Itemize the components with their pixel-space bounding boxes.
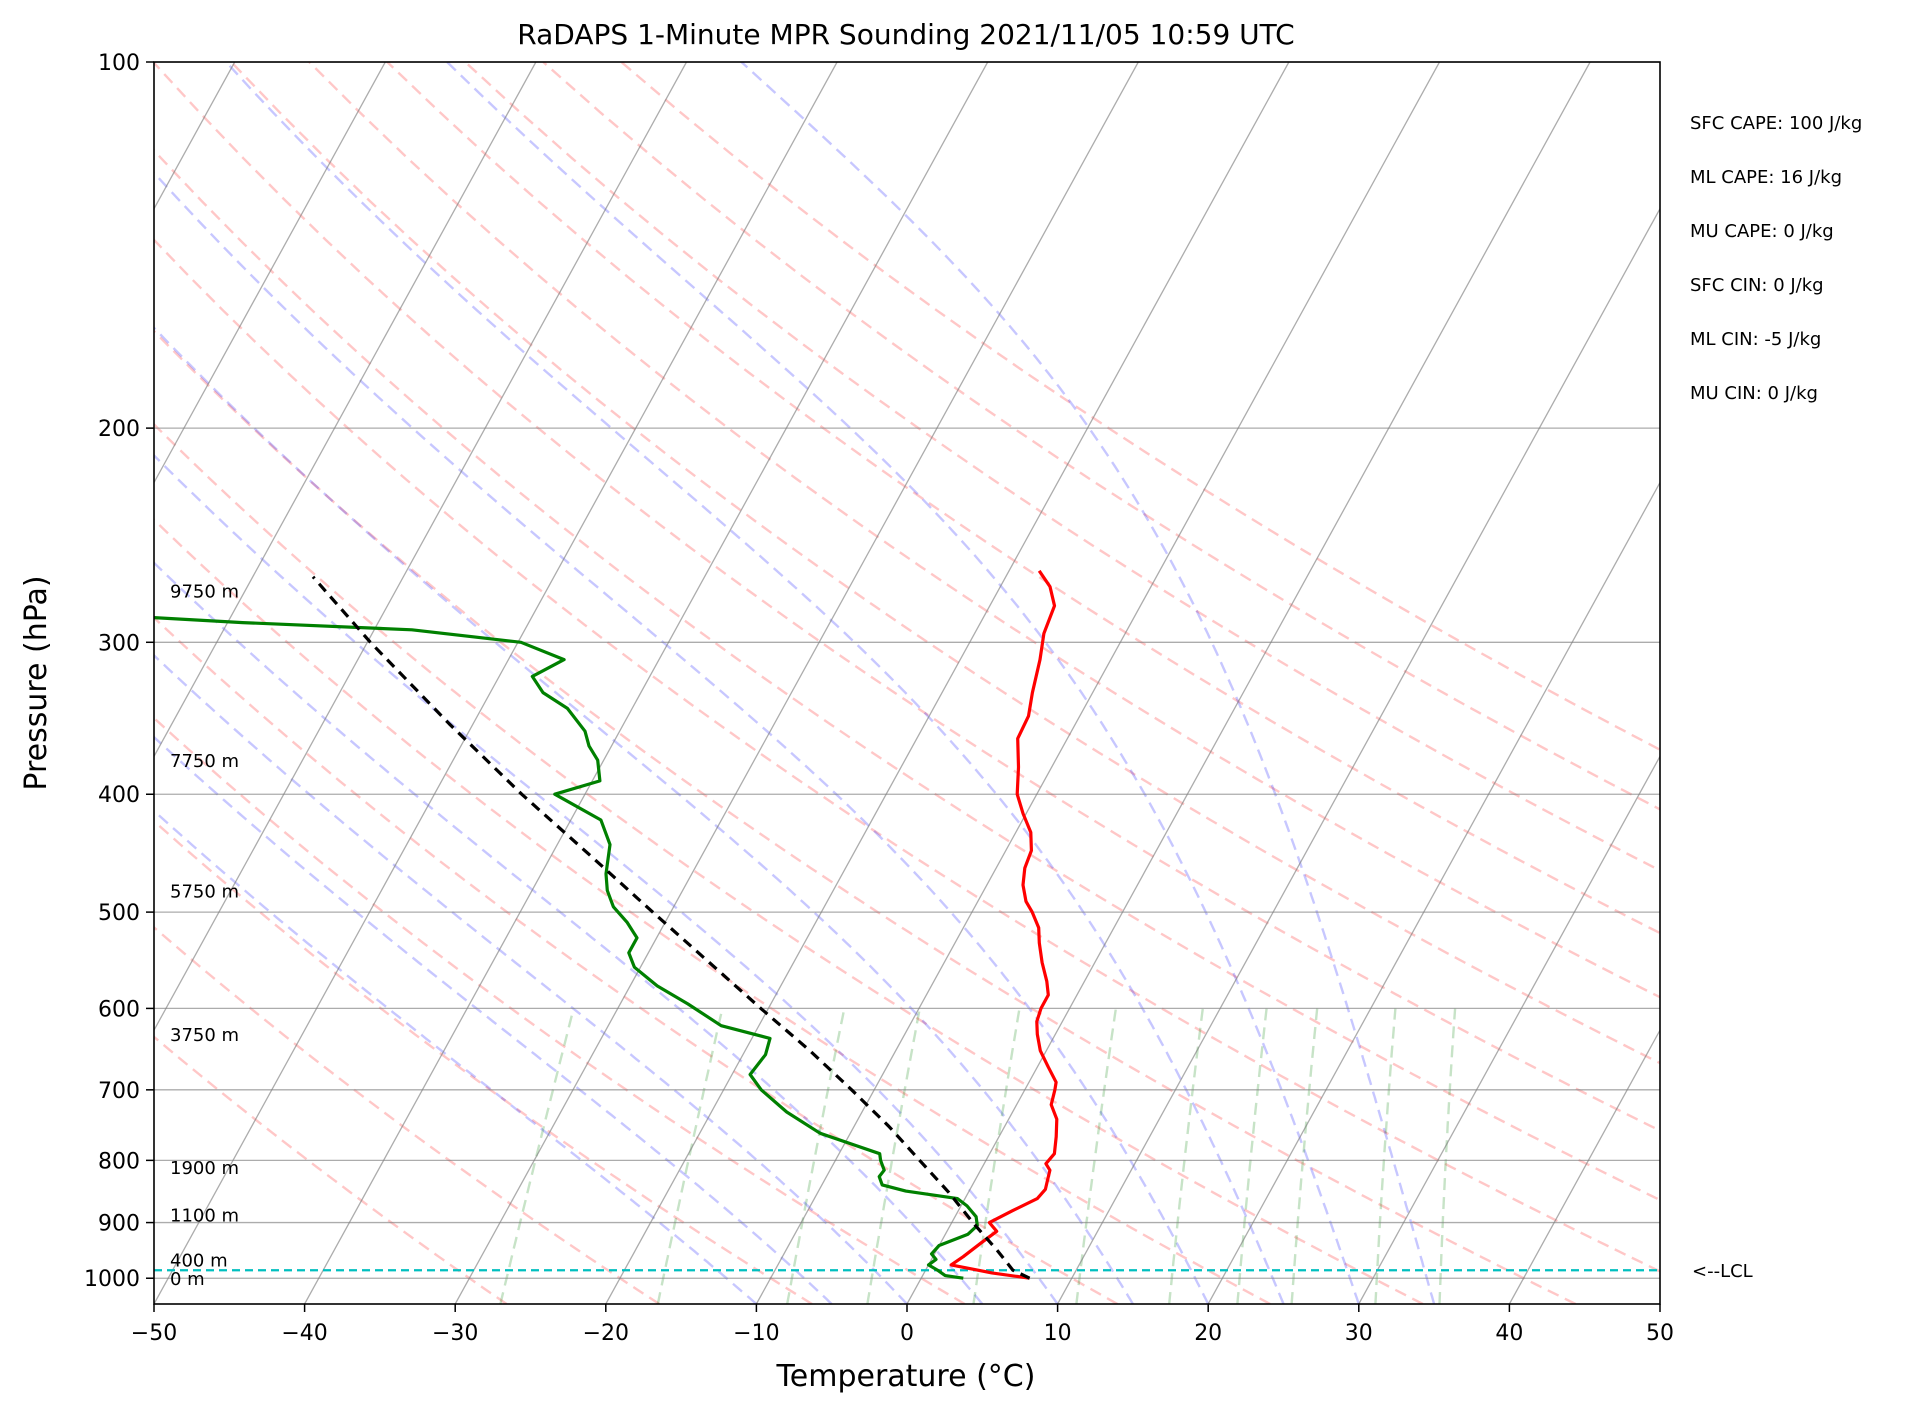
dry-adiabat xyxy=(542,62,1660,811)
height-label: 1900 m xyxy=(170,1158,239,1179)
moist-adiabat xyxy=(154,326,1134,1304)
plot-area-grid xyxy=(154,62,1911,1304)
isotherm xyxy=(1358,755,1660,1304)
x-tick-label: 50 xyxy=(1646,1321,1674,1346)
isotherm xyxy=(154,62,838,1304)
isotherm xyxy=(154,62,537,758)
x-tick-label: −30 xyxy=(432,1321,478,1346)
dry-adiabat xyxy=(154,616,1119,1304)
x-tick-label: 30 xyxy=(1345,1321,1373,1346)
mixing-ratio-line xyxy=(1290,1008,1319,1304)
x-tick-label: 0 xyxy=(900,1321,914,1346)
plot-area-data xyxy=(154,569,1660,1280)
dry-adiabat xyxy=(154,716,966,1304)
height-label: 400 m xyxy=(170,1250,228,1271)
x-tick-label: −50 xyxy=(131,1321,177,1346)
mixing-ratio-line xyxy=(786,1008,846,1304)
y-tick-label: 1000 xyxy=(84,1267,140,1292)
dry-adiabat xyxy=(154,238,1660,1273)
moist-adiabat xyxy=(740,62,1436,1304)
isotherm xyxy=(755,62,1441,1304)
isotherm xyxy=(154,62,688,1032)
y-tick-label: 400 xyxy=(98,783,140,808)
index-label: SFC CIN: 0 J/kg xyxy=(1690,275,1824,296)
height-label: 0 m xyxy=(170,1269,205,1290)
dry-adiabat xyxy=(620,62,1660,752)
height-label: 1100 m xyxy=(170,1205,239,1226)
x-tick-label: −40 xyxy=(281,1321,327,1346)
dewpoint-profile xyxy=(154,616,979,1280)
height-label: 7750 m xyxy=(170,751,239,772)
isotherm xyxy=(605,62,1290,1304)
dry-adiabat xyxy=(154,329,1577,1304)
y-tick-label: 900 xyxy=(98,1212,140,1237)
isotherm xyxy=(1811,62,1911,1304)
index-label: MU CIN: 0 J/kg xyxy=(1690,383,1818,404)
isotherm xyxy=(454,62,1139,1304)
parcel-profile xyxy=(311,575,1031,1280)
moist-adiabat xyxy=(154,653,908,1304)
isotherm xyxy=(154,62,386,484)
dry-adiabat xyxy=(154,819,813,1304)
dry-adiabat xyxy=(154,1035,508,1304)
isotherm xyxy=(1508,1028,1660,1304)
x-tick-label: 20 xyxy=(1194,1321,1222,1346)
dry-adiabat xyxy=(154,925,660,1304)
isotherm xyxy=(1659,1302,1660,1304)
axes: −50 −40 −30 −20 −10 0 10 20 30 40 50 100 200 300 400 50… xyxy=(84,51,1674,1346)
height-label: 5750 m xyxy=(170,882,239,903)
chart-title: RaDAPS 1-Minute MPR Sounding 2021/11/05 … xyxy=(517,18,1294,51)
plot-frame xyxy=(153,61,1661,1305)
temperature-profile xyxy=(949,569,1059,1280)
moist-adiabat xyxy=(225,62,1285,1304)
moist-adiabat xyxy=(154,453,1059,1304)
moist-adiabat xyxy=(154,735,833,1304)
mixing-ratio-line xyxy=(1438,1008,1457,1304)
y-tick-label: 700 xyxy=(98,1079,140,1104)
x-tick-label: 40 xyxy=(1495,1321,1523,1346)
mixing-ratio-line xyxy=(1075,1008,1118,1304)
mixing-ratio-line xyxy=(499,1008,575,1304)
dry-adiabat xyxy=(154,518,1271,1304)
x-tick-label: 10 xyxy=(1044,1321,1072,1346)
height-label: 9750 m xyxy=(170,582,239,603)
dry-adiabat xyxy=(308,62,1660,999)
dry-adiabat xyxy=(154,148,1660,1202)
x-axis-label: Temperature (°C) xyxy=(776,1359,1036,1394)
mixing-ratio-line xyxy=(656,1008,724,1304)
dry-adiabat xyxy=(464,62,1660,872)
moist-adiabat xyxy=(154,561,984,1304)
mixing-ratio-line xyxy=(1168,1008,1204,1304)
isotherm xyxy=(1207,481,1660,1304)
mixing-ratio-line xyxy=(972,1008,1021,1304)
index-label: ML CIN: -5 J/kg xyxy=(1690,329,1821,350)
mixing-ratio-line xyxy=(1236,1008,1268,1304)
y-tick-label: 100 xyxy=(98,51,140,76)
index-label: MU CAPE: 0 J/kg xyxy=(1690,221,1834,242)
moist-adiabat xyxy=(154,809,758,1304)
moist-adiabat xyxy=(446,62,1360,1304)
y-tick-label: 200 xyxy=(98,417,140,442)
dry-adiabat xyxy=(154,62,1660,1132)
y-tick-label: 600 xyxy=(98,997,140,1022)
isotherm xyxy=(906,62,1591,1304)
dry-adiabat xyxy=(230,62,1660,1065)
height-label: 3750 m xyxy=(170,1025,239,1046)
y-tick-label: 500 xyxy=(98,901,140,926)
x-tick-label: −20 xyxy=(583,1321,629,1346)
x-tick-label: −10 xyxy=(733,1321,779,1346)
isotherm xyxy=(1057,207,1660,1304)
lcl-label: <--LCL xyxy=(1692,1261,1753,1282)
mixing-ratio-line xyxy=(866,1008,921,1304)
y-axis-label: Pressure (hPa) xyxy=(19,575,54,790)
moist-adiabat xyxy=(154,171,1210,1304)
mixing-ratio-line xyxy=(1374,1008,1397,1304)
y-tick-label: 300 xyxy=(98,631,140,656)
index-label: SFC CAPE: 100 J/kg xyxy=(1690,113,1862,134)
isotherm xyxy=(304,62,989,1304)
y-tick-label: 800 xyxy=(98,1149,140,1174)
index-label: ML CAPE: 16 J/kg xyxy=(1690,167,1842,188)
